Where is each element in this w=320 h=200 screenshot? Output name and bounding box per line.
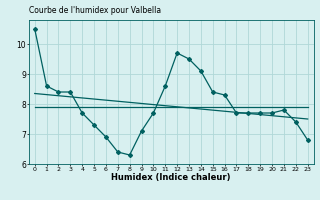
X-axis label: Humidex (Indice chaleur): Humidex (Indice chaleur) [111,173,231,182]
Text: Courbe de l'humidex pour Valbella: Courbe de l'humidex pour Valbella [29,6,161,15]
